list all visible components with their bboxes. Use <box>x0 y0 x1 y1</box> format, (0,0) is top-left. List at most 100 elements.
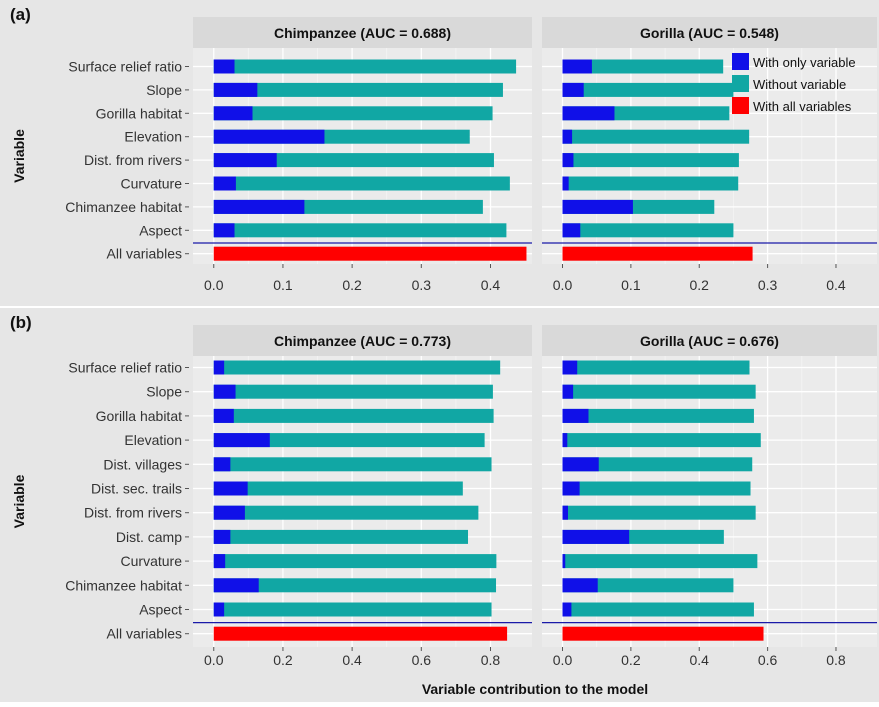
bar-with-only-variable <box>213 384 236 399</box>
x-tick-label: 0.0 <box>204 652 224 668</box>
bar-with-only-variable <box>562 481 580 496</box>
bar-without-variable <box>213 505 479 520</box>
bar-with-only-variable <box>213 578 259 593</box>
category-label: Aspect <box>139 602 182 618</box>
x-tick-label: 0.0 <box>553 277 573 293</box>
bar-with-all-variables <box>562 626 764 641</box>
bar-with-all-variables <box>562 246 753 261</box>
category-label: Chimanzee habitat <box>65 577 182 593</box>
bar-without-variable <box>562 59 724 74</box>
bar-without-variable <box>213 481 463 496</box>
bar-without-variable <box>213 82 503 97</box>
bar-with-only-variable <box>562 223 581 238</box>
legend-label: With only variable <box>753 55 856 70</box>
legend-label: With all variables <box>753 99 852 114</box>
x-tick-label: 0.1 <box>273 277 293 293</box>
category-label: Elevation <box>124 432 182 448</box>
x-tick-label: 0.4 <box>481 277 501 293</box>
bar-with-only-variable <box>562 384 574 399</box>
category-label: Gorilla habitat <box>96 105 182 121</box>
category-label: Dist. villages <box>103 456 182 472</box>
y-axis-title: Variable <box>11 129 27 183</box>
panel-strip <box>542 325 877 356</box>
x-tick-label: 0.0 <box>553 652 573 668</box>
bar-without-variable <box>213 360 501 375</box>
bar-with-only-variable <box>562 578 598 593</box>
bar-without-variable <box>213 408 494 423</box>
bar-without-variable <box>562 384 756 399</box>
bar-with-only-variable <box>562 199 633 214</box>
panel-strip <box>193 17 532 48</box>
bar-with-only-variable <box>562 433 568 448</box>
bar-with-only-variable <box>562 505 568 520</box>
bar-without-variable <box>213 554 497 569</box>
bar-with-all-variables <box>213 626 508 641</box>
bar-with-only-variable <box>213 59 235 74</box>
category-label: Dist. from rivers <box>84 505 182 521</box>
bar-without-variable <box>213 602 492 617</box>
bar-with-only-variable <box>213 457 231 472</box>
category-label: Surface relief ratio <box>68 360 182 376</box>
bar-with-only-variable <box>562 554 566 569</box>
bar-without-variable <box>562 602 754 617</box>
category-label: Slope <box>146 384 182 400</box>
bar-without-variable <box>562 129 750 144</box>
x-tick-label: 0.1 <box>621 277 641 293</box>
panel-strip <box>193 325 532 356</box>
legend-label: Without variable <box>753 77 846 92</box>
figure-tag-b: (b) <box>10 313 32 332</box>
category-label: Dist. from rivers <box>84 152 182 168</box>
bar-with-only-variable <box>562 82 584 97</box>
bar-with-only-variable <box>213 408 234 423</box>
x-tick-label: 0.3 <box>412 277 432 293</box>
bar-with-only-variable <box>213 433 270 448</box>
x-tick-label: 0.6 <box>412 652 432 668</box>
category-label: All variables <box>107 626 182 642</box>
x-tick-label: 0.8 <box>481 652 501 668</box>
legend: With only variable Without variable With a… <box>732 53 856 114</box>
legend-key <box>732 53 749 70</box>
bar-without-variable <box>562 82 734 97</box>
x-tick-label: 0.4 <box>826 277 846 293</box>
bar-with-only-variable <box>213 529 231 544</box>
bar-without-variable <box>213 578 497 593</box>
bar-without-variable <box>213 457 492 472</box>
bar-with-only-variable <box>562 457 599 472</box>
bar-with-only-variable <box>562 106 615 121</box>
bar-without-variable <box>562 505 756 520</box>
bar-without-variable <box>562 153 739 168</box>
x-tick-label: 0.4 <box>342 652 362 668</box>
bar-without-variable <box>213 384 493 399</box>
bar-without-variable <box>562 360 750 375</box>
bar-without-variable <box>562 408 754 423</box>
bar-without-variable <box>213 106 493 121</box>
bar-with-only-variable <box>213 505 245 520</box>
legend-key <box>732 75 749 92</box>
bar-with-only-variable <box>562 129 573 144</box>
category-label: Elevation <box>124 129 182 145</box>
bar-with-only-variable <box>562 176 569 191</box>
x-tick-label: 0.2 <box>621 652 641 668</box>
x-tick-label: 0.4 <box>690 652 710 668</box>
bar-with-only-variable <box>562 153 574 168</box>
legend-key <box>732 97 749 114</box>
bar-with-all-variables <box>213 246 527 261</box>
bar-with-only-variable <box>562 59 592 74</box>
bar-with-only-variable <box>213 223 235 238</box>
panel-title: Gorilla (AUC = 0.676) <box>640 333 779 349</box>
panel-background <box>542 356 877 647</box>
bar-without-variable <box>562 433 761 448</box>
y-axis-title: Variable <box>11 474 27 528</box>
category-label: Gorilla habitat <box>96 408 182 424</box>
x-tick-label: 0.0 <box>204 277 224 293</box>
category-label: Dist. sec. trails <box>91 481 182 497</box>
category-label: Surface relief ratio <box>68 59 182 75</box>
bar-without-variable <box>213 433 485 448</box>
x-tick-label: 0.2 <box>342 277 362 293</box>
bar-with-only-variable <box>213 176 236 191</box>
bar-with-only-variable <box>213 481 248 496</box>
bar-with-only-variable <box>213 554 226 569</box>
x-tick-label: 0.6 <box>758 652 778 668</box>
